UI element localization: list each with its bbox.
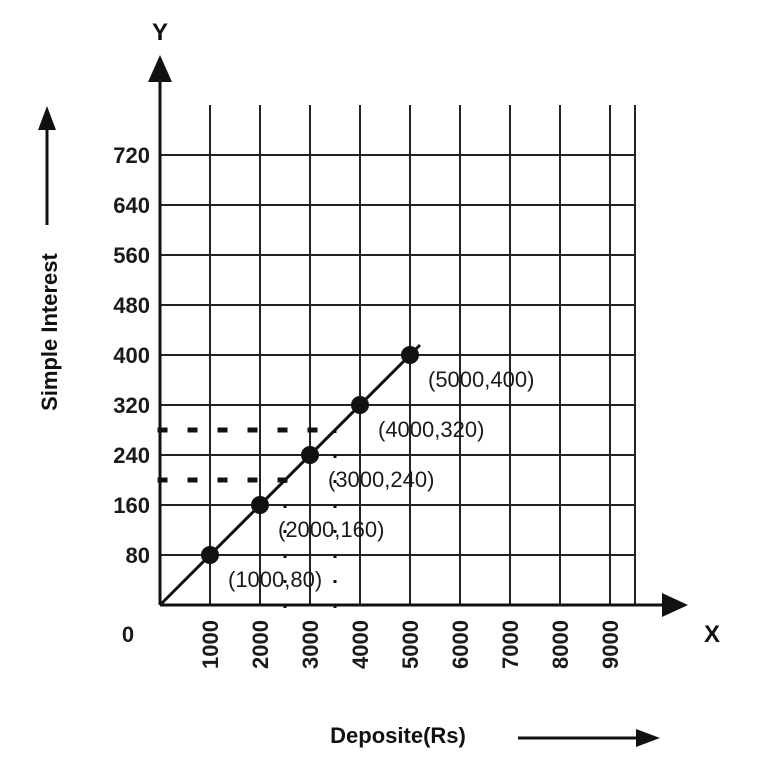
y-tick-labels: 80 160 240 320 400 480 560 640 720 <box>113 143 150 568</box>
data-point-label: (2000,160) <box>278 517 384 542</box>
dotted-guide-lines <box>157 427 338 608</box>
x-tick-label: 3000 <box>298 620 323 669</box>
data-point <box>201 546 219 564</box>
y-tick-label: 480 <box>113 293 150 318</box>
x-tick-label: 5000 <box>398 620 423 669</box>
origin-label: 0 <box>122 622 134 647</box>
y-tick-label: 400 <box>113 343 150 368</box>
y-axis-arrowhead <box>148 55 172 82</box>
x-axis-letter: X <box>704 621 720 648</box>
x-tick-label: 9000 <box>598 620 623 669</box>
y-tick-label: 240 <box>113 443 150 468</box>
y-tick-label: 640 <box>113 193 150 218</box>
data-point-label: (4000,320) <box>378 417 484 442</box>
data-point-label: (3000,240) <box>328 467 434 492</box>
grid <box>160 105 636 605</box>
x-tick-label: 4000 <box>348 620 373 669</box>
x-tick-labels: 1000 2000 3000 4000 5000 6000 7000 8000 9000 <box>198 620 623 669</box>
x-axis-title: Deposite(Rs) <box>330 723 466 748</box>
x-title-arrowhead <box>636 729 660 747</box>
x-tick-label: 6000 <box>448 620 473 669</box>
data-points <box>201 346 419 564</box>
point-labels: (1000,80) (2000,160) (3000,240) (4000,320) (… <box>228 367 534 592</box>
x-axis-arrowhead <box>662 593 688 617</box>
y-tick-label: 80 <box>126 543 150 568</box>
x-tick-label: 2000 <box>248 620 273 669</box>
x-tick-label: 8000 <box>548 620 573 669</box>
y-axis-title: Simple Interest <box>37 252 62 410</box>
y-tick-label: 560 <box>113 243 150 268</box>
data-point <box>401 346 419 364</box>
data-point <box>251 496 269 514</box>
data-point <box>301 446 319 464</box>
x-tick-label: 7000 <box>498 620 523 669</box>
y-tick-label: 320 <box>113 393 150 418</box>
y-tick-label: 160 <box>113 493 150 518</box>
y-tick-label: 720 <box>113 143 150 168</box>
interest-line <box>158 343 422 607</box>
data-point <box>351 396 369 414</box>
x-tick-label: 1000 <box>198 620 223 669</box>
y-axis-letter: Y <box>152 19 168 46</box>
y-title-arrowhead <box>38 106 56 130</box>
data-point-label: (5000,400) <box>428 367 534 392</box>
data-point-label: (1000,80) <box>228 567 322 592</box>
